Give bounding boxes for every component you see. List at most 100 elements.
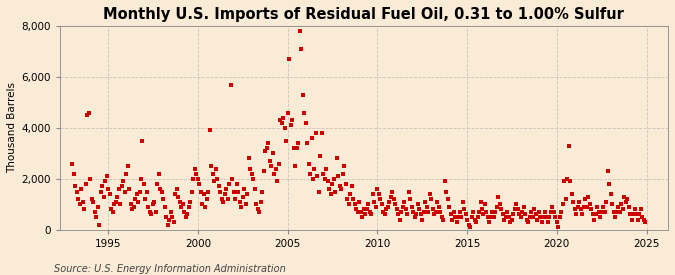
Point: [475, 200, 486, 204]
Point: [408, 210, 418, 214]
Point: [537, 220, 547, 224]
Point: [163, 222, 173, 227]
Point: [167, 215, 178, 219]
Point: [164, 217, 175, 222]
Point: [184, 205, 194, 209]
Point: [418, 210, 429, 214]
Point: [624, 212, 635, 217]
Point: [404, 189, 414, 194]
Point: [457, 200, 468, 204]
Point: [354, 200, 364, 204]
Point: [222, 197, 233, 201]
Point: [372, 187, 383, 191]
Point: [339, 164, 350, 168]
Point: [68, 172, 79, 176]
Point: [242, 192, 252, 196]
Point: [273, 161, 284, 166]
Point: [272, 179, 283, 183]
Point: [499, 217, 510, 222]
Point: [201, 197, 212, 201]
Point: [79, 207, 90, 211]
Point: [153, 172, 164, 176]
Point: [134, 189, 145, 194]
Point: [161, 215, 172, 219]
Point: [577, 212, 588, 217]
Point: [88, 200, 99, 204]
Point: [396, 210, 406, 214]
Point: [110, 200, 121, 204]
Point: [94, 222, 105, 227]
Point: [277, 116, 288, 120]
Point: [329, 177, 340, 181]
Point: [632, 217, 643, 222]
Point: [436, 215, 447, 219]
Point: [535, 215, 545, 219]
Point: [421, 205, 432, 209]
Point: [622, 197, 632, 201]
Point: [593, 210, 604, 214]
Point: [243, 156, 254, 161]
Point: [628, 212, 639, 217]
Point: [288, 146, 299, 150]
Point: [399, 200, 410, 204]
Point: [484, 220, 495, 224]
Point: [634, 212, 645, 217]
Point: [279, 126, 290, 130]
Point: [180, 215, 191, 219]
Point: [586, 207, 597, 211]
Point: [581, 205, 592, 209]
Point: [385, 194, 396, 199]
Point: [613, 205, 624, 209]
Point: [456, 215, 466, 219]
Point: [490, 210, 501, 214]
Point: [598, 205, 609, 209]
Point: [466, 215, 477, 219]
Point: [568, 200, 578, 204]
Point: [282, 110, 293, 115]
Point: [493, 194, 504, 199]
Point: [325, 192, 336, 196]
Point: [439, 179, 450, 183]
Point: [176, 205, 187, 209]
Point: [192, 177, 203, 181]
Point: [151, 210, 161, 214]
Point: [117, 179, 128, 183]
Point: [266, 164, 277, 168]
Point: [551, 220, 562, 224]
Point: [107, 210, 118, 214]
Point: [116, 184, 127, 189]
Point: [543, 220, 554, 224]
Point: [80, 182, 91, 186]
Point: [212, 177, 223, 181]
Point: [448, 210, 459, 214]
Point: [255, 200, 266, 204]
Point: [230, 197, 240, 201]
Point: [608, 210, 619, 214]
Point: [321, 166, 332, 171]
Point: [290, 164, 300, 168]
Point: [478, 212, 489, 217]
Point: [477, 207, 487, 211]
Title: Monthly U.S. Imports of Residual Fuel Oil, 0.31 to 1.00% Sulfur: Monthly U.S. Imports of Residual Fuel Oi…: [103, 7, 624, 22]
Point: [472, 215, 483, 219]
Point: [152, 182, 163, 186]
Point: [556, 210, 567, 214]
Point: [550, 215, 561, 219]
Point: [86, 197, 97, 201]
Point: [463, 222, 474, 227]
Point: [453, 215, 464, 219]
Point: [416, 217, 427, 222]
Point: [623, 205, 634, 209]
Point: [489, 215, 500, 219]
Point: [491, 205, 502, 209]
Point: [447, 217, 458, 222]
Point: [638, 217, 649, 222]
Point: [217, 197, 227, 201]
Point: [373, 192, 384, 196]
Point: [104, 192, 115, 196]
Point: [194, 182, 205, 186]
Point: [432, 200, 443, 204]
Point: [106, 207, 117, 211]
Point: [462, 217, 472, 222]
Text: Source: U.S. Energy Information Administration: Source: U.S. Energy Information Administ…: [54, 264, 286, 274]
